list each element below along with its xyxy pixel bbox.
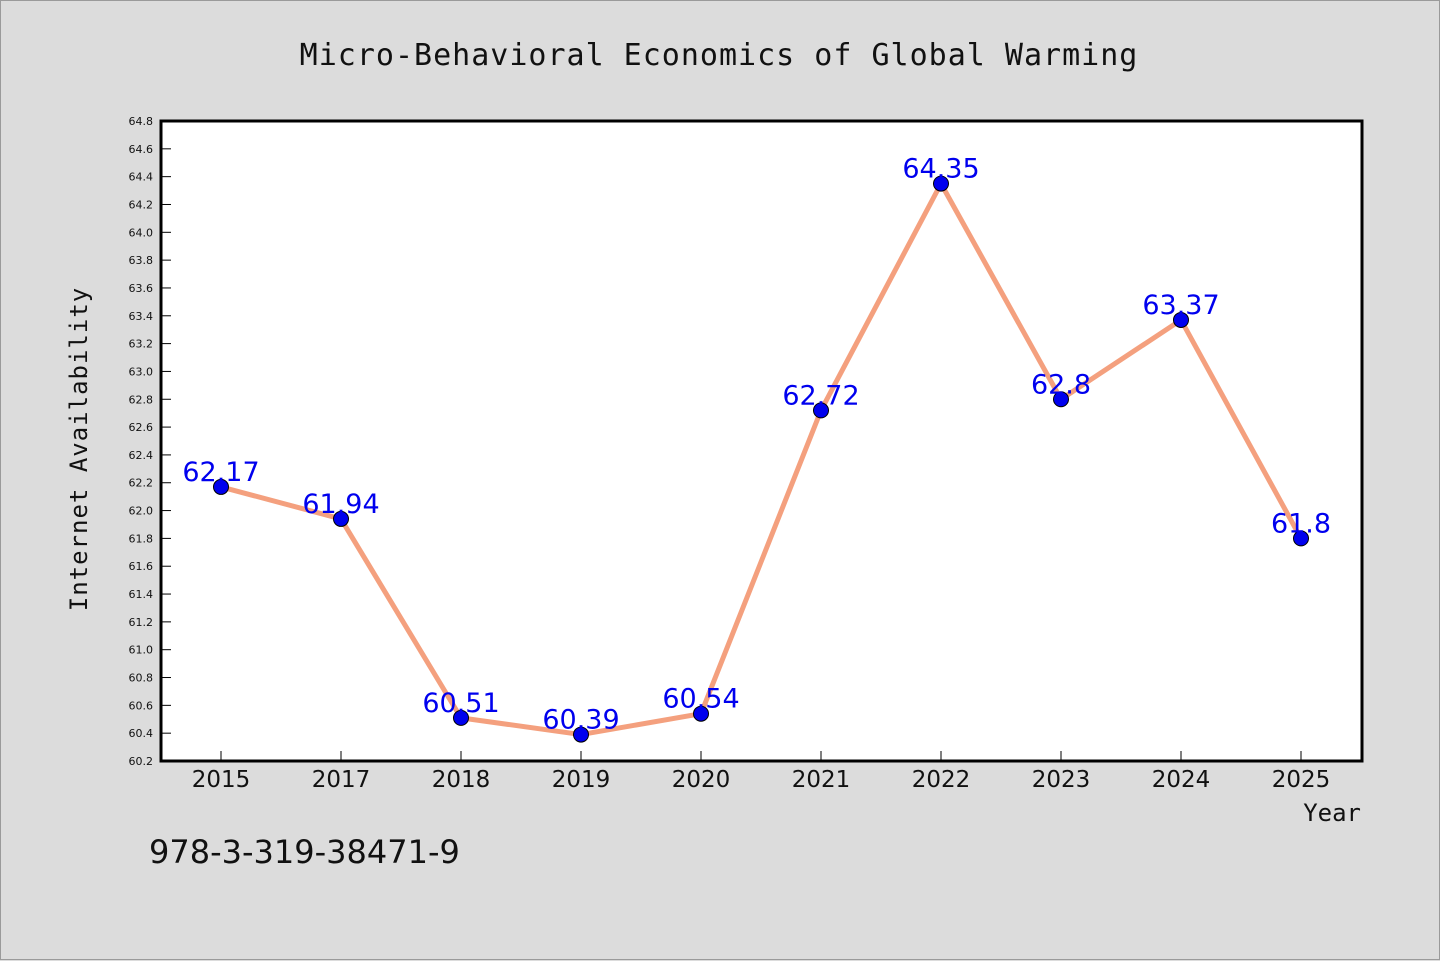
y-tick-label: 61.6 xyxy=(129,560,154,573)
data-label: 62.17 xyxy=(182,457,259,488)
data-point xyxy=(693,705,709,722)
y-tick-label: 60.6 xyxy=(129,699,154,712)
y-axis-label: Internet Availability xyxy=(65,287,93,611)
y-tick-label: 61.8 xyxy=(129,532,154,545)
y-tick-label: 64.8 xyxy=(129,115,154,128)
y-tick-label: 62.0 xyxy=(129,505,154,518)
data-point xyxy=(933,175,949,192)
y-tick-label: 61.2 xyxy=(129,616,154,629)
x-axis-label: Year xyxy=(1303,799,1361,827)
y-tick-label: 64.6 xyxy=(129,143,154,156)
x-tick-label: 2025 xyxy=(1272,767,1331,793)
x-tick-label: 2022 xyxy=(912,767,971,793)
y-tick-label: 62.2 xyxy=(129,477,154,490)
chart-title: Micro-Behavioral Economics of Global War… xyxy=(300,38,1139,73)
y-tick-label: 63.6 xyxy=(129,282,154,295)
data-label: 60.51 xyxy=(422,688,499,719)
data-labels: 62.17 61.94 60.51 60.39 60.54 62.72 64.35 62.8 6… xyxy=(182,154,1331,736)
data-label: 60.54 xyxy=(662,684,739,715)
data-points xyxy=(213,175,1309,743)
data-label: 61.8 xyxy=(1271,508,1331,539)
data-label: 62.72 xyxy=(782,380,859,411)
plot-area xyxy=(159,119,1364,763)
y-tick-label: 64.4 xyxy=(129,171,154,184)
data-point xyxy=(1173,311,1189,328)
x-tick-label: 2024 xyxy=(1152,767,1211,793)
x-tick-label: 2023 xyxy=(1032,767,1091,793)
y-tick-label: 63.2 xyxy=(129,338,154,351)
data-label: 64.35 xyxy=(902,154,979,185)
data-point xyxy=(213,478,229,495)
series-line xyxy=(218,181,1304,738)
y-tick-label: 64.2 xyxy=(129,198,154,211)
data-point xyxy=(333,510,349,527)
data-point xyxy=(453,709,469,726)
y-tick-label: 60.4 xyxy=(129,727,154,740)
data-label: 60.39 xyxy=(542,705,619,736)
data-point xyxy=(1053,391,1069,408)
y-tick-label: 60.8 xyxy=(129,672,154,685)
isbn-text: 978-3-319-38471-9 xyxy=(149,833,460,871)
data-label: 62.8 xyxy=(1031,369,1091,400)
y-tick-label: 63.8 xyxy=(129,254,154,267)
y-axis: 60.2 60.4 60.6 60.8 61.0 61.2 61.4 61.6 61.8 62.0… xyxy=(129,115,171,768)
data-label: 61.94 xyxy=(302,489,379,520)
x-tick-label: 2018 xyxy=(432,767,491,793)
y-tick-label: 60.2 xyxy=(129,755,154,768)
data-point xyxy=(813,402,829,419)
y-tick-label: 62.6 xyxy=(129,421,154,434)
y-tick-label: 62.8 xyxy=(129,393,154,406)
y-tick-label: 61.4 xyxy=(129,588,154,601)
x-tick-label: 2017 xyxy=(312,767,371,793)
x-axis: 2015 2017 2018 2019 2020 2021 2022 2023 2024 2025 xyxy=(192,751,1331,793)
x-tick-label: 2021 xyxy=(792,767,851,793)
x-tick-label: 2020 xyxy=(672,767,731,793)
x-tick-label: 2019 xyxy=(552,767,611,793)
y-tick-label: 61.0 xyxy=(129,644,154,657)
data-label: 63.37 xyxy=(1142,290,1219,321)
data-point xyxy=(573,726,589,743)
y-tick-label: 63.0 xyxy=(129,365,154,378)
y-tick-label: 63.4 xyxy=(129,310,154,323)
x-tick-label: 2015 xyxy=(192,767,251,793)
y-tick-label: 64.0 xyxy=(129,226,154,239)
data-point xyxy=(1293,530,1309,547)
y-tick-label: 62.4 xyxy=(129,449,154,462)
